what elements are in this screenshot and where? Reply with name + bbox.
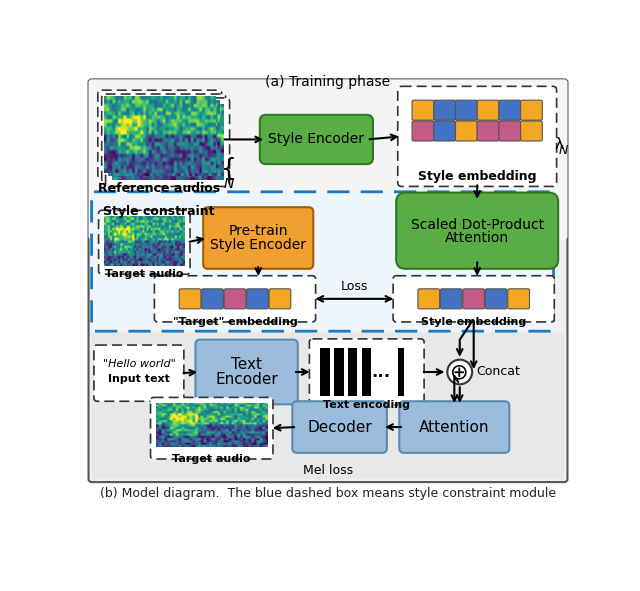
Bar xyxy=(362,348,371,396)
Bar xyxy=(320,348,330,396)
FancyBboxPatch shape xyxy=(434,100,456,120)
FancyBboxPatch shape xyxy=(520,100,542,120)
Bar xyxy=(348,348,358,396)
Text: (a) Training phase: (a) Training phase xyxy=(266,75,390,89)
Text: ...: ... xyxy=(371,363,390,381)
Text: Attention: Attention xyxy=(419,420,490,434)
FancyBboxPatch shape xyxy=(499,100,520,120)
FancyBboxPatch shape xyxy=(202,289,223,309)
FancyBboxPatch shape xyxy=(154,276,316,322)
Text: {: { xyxy=(221,157,237,181)
Text: N: N xyxy=(559,144,568,157)
Text: Target audio: Target audio xyxy=(105,269,184,279)
FancyBboxPatch shape xyxy=(434,121,456,141)
FancyBboxPatch shape xyxy=(456,121,477,141)
Text: Style embedding: Style embedding xyxy=(421,317,526,327)
FancyBboxPatch shape xyxy=(260,115,373,164)
FancyBboxPatch shape xyxy=(412,121,434,141)
Text: Scaled Dot-Product: Scaled Dot-Product xyxy=(411,217,544,232)
Text: Target audio: Target audio xyxy=(173,454,251,463)
FancyBboxPatch shape xyxy=(309,339,424,405)
FancyBboxPatch shape xyxy=(106,98,230,186)
FancyBboxPatch shape xyxy=(99,210,190,274)
FancyBboxPatch shape xyxy=(508,289,529,309)
Text: Attention: Attention xyxy=(445,232,509,245)
Text: Style Encoder: Style Encoder xyxy=(211,238,307,252)
Text: Mel loss: Mel loss xyxy=(303,463,353,476)
FancyBboxPatch shape xyxy=(88,79,568,482)
Text: Decoder: Decoder xyxy=(307,420,372,434)
Text: Text encoding: Text encoding xyxy=(323,400,410,410)
FancyBboxPatch shape xyxy=(246,289,268,309)
FancyBboxPatch shape xyxy=(440,289,462,309)
Text: Style Encoder: Style Encoder xyxy=(268,132,364,147)
FancyBboxPatch shape xyxy=(224,289,246,309)
FancyBboxPatch shape xyxy=(520,121,542,141)
Text: N: N xyxy=(223,177,234,191)
FancyBboxPatch shape xyxy=(150,397,273,459)
FancyBboxPatch shape xyxy=(179,289,201,309)
FancyBboxPatch shape xyxy=(418,289,440,309)
Text: Pre-train: Pre-train xyxy=(228,224,288,238)
FancyBboxPatch shape xyxy=(477,121,499,141)
Text: ⊕: ⊕ xyxy=(451,362,469,382)
FancyBboxPatch shape xyxy=(499,121,520,141)
FancyBboxPatch shape xyxy=(94,345,184,401)
FancyBboxPatch shape xyxy=(92,333,564,479)
FancyBboxPatch shape xyxy=(102,94,226,183)
Text: (b) Model diagram.  The blue dashed box means style constraint module: (b) Model diagram. The blue dashed box m… xyxy=(100,487,556,500)
FancyBboxPatch shape xyxy=(456,100,477,120)
Text: "Hello world": "Hello world" xyxy=(102,359,175,369)
Bar xyxy=(397,348,404,396)
Text: "Target" embedding: "Target" embedding xyxy=(173,317,298,327)
FancyBboxPatch shape xyxy=(393,276,554,322)
Text: Style embedding: Style embedding xyxy=(418,170,536,183)
Text: Text: Text xyxy=(231,357,262,372)
Text: Reference audios: Reference audios xyxy=(98,182,220,195)
FancyBboxPatch shape xyxy=(269,289,291,309)
FancyBboxPatch shape xyxy=(477,100,499,120)
FancyBboxPatch shape xyxy=(292,401,387,453)
Text: Input text: Input text xyxy=(108,374,170,384)
FancyBboxPatch shape xyxy=(98,90,222,178)
FancyBboxPatch shape xyxy=(412,100,434,120)
FancyBboxPatch shape xyxy=(396,193,558,269)
FancyBboxPatch shape xyxy=(195,340,298,404)
Text: Loss: Loss xyxy=(340,280,368,293)
FancyBboxPatch shape xyxy=(397,86,557,186)
Text: Concat: Concat xyxy=(476,365,520,378)
Bar xyxy=(334,348,344,396)
FancyBboxPatch shape xyxy=(92,192,554,331)
FancyBboxPatch shape xyxy=(88,79,568,239)
FancyBboxPatch shape xyxy=(204,207,313,269)
Text: Encoder: Encoder xyxy=(215,372,278,387)
FancyBboxPatch shape xyxy=(399,401,509,453)
FancyBboxPatch shape xyxy=(463,289,484,309)
Circle shape xyxy=(447,360,472,384)
FancyBboxPatch shape xyxy=(485,289,507,309)
Text: λ: λ xyxy=(554,137,563,151)
Text: Style constraint: Style constraint xyxy=(103,205,215,218)
